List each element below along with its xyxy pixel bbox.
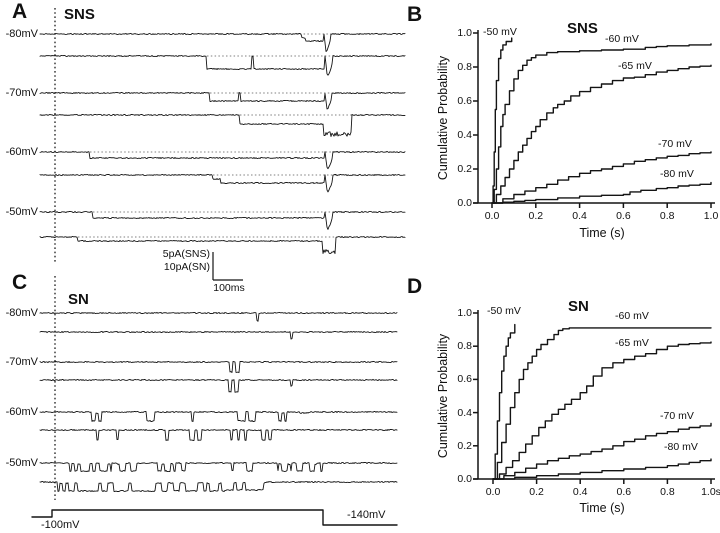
scalebar-amplitude-sns-label: 5pA(SNS) [162, 248, 210, 260]
panel-d-x-tick-label: 0.6 [616, 486, 632, 498]
panel-a-row-label--60mv: -60mV [5, 146, 38, 158]
panel-d-curve-label--80-mv: -80 mV [664, 441, 698, 453]
panel-c-row-label--60mv: -60mV [5, 406, 38, 418]
panel-d-letter: D [407, 275, 423, 298]
panel-d-curve-label--50-mv: -50 mV [487, 305, 521, 317]
panel-b-curve-label--50-mv: -50 mV [483, 26, 517, 38]
panel-c-row-label--50mv: -50mV [5, 457, 38, 469]
panel-b-y-tick-label: 0.6 [457, 95, 472, 107]
scalebar-time-label: 100ms [213, 282, 245, 294]
panel-c-row-label--80mv: -80mV [5, 307, 38, 319]
panel-d-x-tick-label: 0.2 [529, 486, 544, 498]
panel-c-letter: C [12, 271, 28, 294]
panel-d-x-tick-label: 0.8 [660, 486, 675, 498]
panel-d-title: SN [568, 298, 589, 315]
panel-b-y-tick-label: 0.8 [457, 61, 472, 73]
panel-d-x-tick-label: 1.0s [701, 486, 720, 498]
panel-d-y-tick-label: 0.4 [457, 406, 472, 419]
panel-d-x-tick-label: 0.4 [572, 486, 588, 498]
panel-d-curve-label--65-mv: -65 mV [615, 337, 649, 349]
panel-b-y-tick-label: 0.0 [457, 197, 472, 209]
panel-d-curve-label--70-mv: -70 mV [660, 410, 694, 422]
panel-d-y-tick-label: 0.2 [457, 439, 472, 452]
panel-b-x-tick-label: 1.0 [703, 210, 719, 222]
panel-d-y-tick-label: 1.0 [457, 307, 472, 319]
panel-b-title: SNS [567, 20, 598, 37]
panel-b-x-tick-label: 0.6 [616, 210, 631, 222]
panel-b-letter: B [407, 3, 423, 26]
panel-a-row-label--50mv: -50mV [5, 206, 38, 218]
panel-b-curve-label--60-mv: -60 mV [605, 33, 639, 45]
panel-b-x-tick-label: 0.8 [659, 210, 675, 222]
panel-a-row-label--80mv: -80mV [5, 28, 38, 40]
panel-a-row-label--70mv: -70mV [5, 87, 38, 99]
panel-c-title: SN [68, 291, 89, 308]
panel-c-row-label--70mv: -70mV [5, 356, 38, 368]
protocol-holding-label: -100mV [41, 519, 80, 531]
panel-b-x-tick-label: 0.2 [528, 210, 544, 222]
panel-b-curve-label--80-mv: -80 mV [660, 168, 694, 180]
panel-b-x-axis-title: Time (s) [579, 226, 625, 240]
panel-b-x-tick-label: 0.4 [572, 210, 587, 222]
panel-b-y-tick-label: 1.0 [457, 27, 472, 39]
panel-b-y-tick-label: 0.4 [457, 129, 472, 141]
panel-d-y-tick-label: 0.6 [457, 373, 472, 386]
panel-d-x-tick-label: 0.0 [485, 486, 501, 498]
panel-b-curve-label--65-mv: -65 mV [618, 60, 652, 72]
protocol-tail-label: -140mV [347, 509, 386, 521]
panel-a-title: SNS [64, 6, 95, 23]
panel-b-y-tick-label: 0.2 [457, 163, 472, 175]
panel-b-curve-label--70-mv: -70 mV [658, 138, 692, 150]
panel-d-curve-label--60-mv: -60 mV [615, 310, 649, 322]
panel-b-y-axis-title: Cumulative Probability [436, 55, 451, 181]
scalebar-amplitude-sn-label: 10pA(SN) [163, 261, 210, 273]
panel-d-y-tick-label: 0.8 [457, 340, 472, 353]
panel-d-y-tick-label: 0.0 [457, 473, 472, 485]
panel-a-letter: A [12, 0, 28, 23]
panel-d-x-axis-title: Time (s) [579, 501, 625, 515]
panel-b-x-tick-label: 0.0 [484, 210, 500, 222]
